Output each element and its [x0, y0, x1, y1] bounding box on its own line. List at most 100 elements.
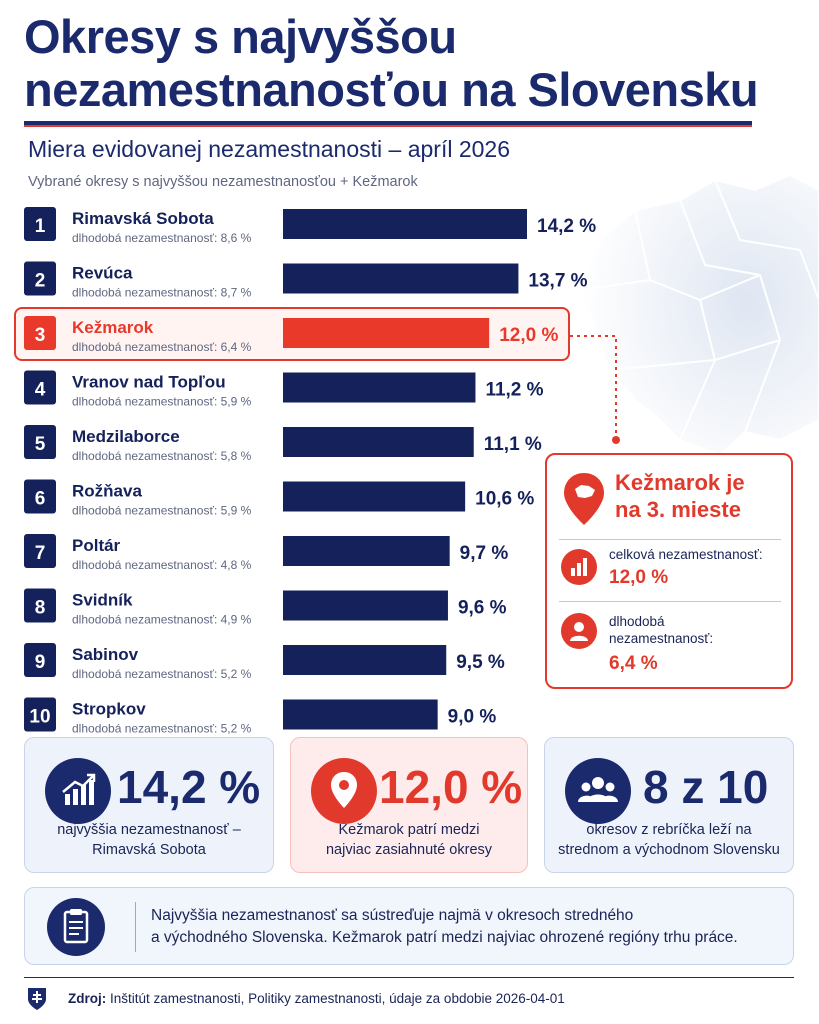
- district-name: Medzilaborce: [72, 427, 180, 446]
- district-name: Rimavská Sobota: [72, 209, 214, 228]
- value-label: 9,6 %: [458, 598, 507, 619]
- kezmarok-callout: Kežmarok je na 3. mieste celková nezames…: [545, 453, 793, 689]
- bar: [283, 318, 490, 348]
- bar: [283, 590, 448, 621]
- rank-badge: [24, 479, 56, 514]
- value-label: 10,6 %: [475, 489, 534, 510]
- rank-number: 8: [35, 598, 46, 619]
- longterm-sublabel: dlhodobá nezamestnanosť: 4,9 %: [72, 613, 252, 627]
- rank-badge: [24, 588, 56, 623]
- title-line-1: Okresy s najvyššou: [24, 10, 457, 63]
- value-label: 9,5 %: [456, 652, 505, 673]
- info-text: Najvyššia nezamestnanosť sa sústreďuje n…: [151, 907, 738, 946]
- bar: [283, 263, 519, 294]
- longterm-unemployment-value: 6,4 %: [609, 653, 658, 674]
- value-label: 9,0 %: [448, 707, 497, 728]
- rank-number: 10: [29, 707, 50, 728]
- summary-card-regions: 8 z 10 okresov z rebríčka leží na stredn…: [544, 737, 794, 873]
- district-name: Svidník: [72, 591, 133, 610]
- bar: [283, 209, 527, 239]
- bar: [283, 427, 474, 457]
- total-unemployment-value: 12,0 %: [609, 567, 669, 588]
- info-divider: [135, 902, 136, 952]
- value-label: 14,2 %: [537, 216, 596, 237]
- callout-connector: [570, 335, 620, 444]
- page-title: Okresy s najvyššou nezamestnanosťou na S…: [24, 10, 804, 116]
- district-name: Poltár: [72, 536, 121, 555]
- district-name: Stropkov: [72, 700, 146, 719]
- clipboard-icon: [47, 898, 105, 956]
- longterm-unemployment-label: dlhodobá nezamestnanosť:: [609, 614, 714, 646]
- value-label: 9,7 %: [460, 543, 509, 564]
- summary-card-highest: 14,2 % najvyššia nezamestnanosť – Rimavs…: [24, 737, 274, 873]
- rank-number: 6: [35, 489, 46, 510]
- footer-divider: [24, 977, 794, 978]
- bar: [283, 699, 438, 730]
- bar-chart-icon: [561, 549, 597, 585]
- title-line-2: nezamestnanosťou na Slovensku: [24, 63, 759, 116]
- rank-badge: [24, 207, 56, 241]
- total-unemployment-label: celková nezamestnanosť:: [609, 547, 763, 562]
- bar: [283, 481, 466, 512]
- value-label: 11,2 %: [485, 380, 543, 401]
- longterm-sublabel: dlhodobá nezamestnanosť: 5,2 %: [72, 667, 252, 681]
- longterm-sublabel: dlhodobá nezamestnanosť: 5,9 %: [72, 395, 252, 409]
- value-label: 11,1 %: [484, 434, 542, 455]
- value-label: 12,0 %: [499, 325, 558, 346]
- longterm-sublabel: dlhodobá nezamestnanosť: 4,8 %: [72, 558, 252, 572]
- person-icon: [561, 613, 597, 649]
- map-pin-icon: [564, 473, 604, 525]
- card-caption: najvyššia nezamestnanosť – Rimavská Sobo…: [57, 822, 241, 858]
- longterm-sublabel: dlhodobá nezamestnanosť: 5,8 %: [72, 449, 252, 463]
- chart-subtitle: Miera evidovanej nezamestnanosti – apríl…: [28, 136, 511, 162]
- longterm-sublabel: dlhodobá nezamestnanosť: 8,7 %: [72, 286, 252, 300]
- rank-badge: [24, 534, 56, 568]
- rank-number: 7: [35, 543, 46, 564]
- card-caption: okresov z rebríčka leží na strednom a vý…: [558, 822, 780, 858]
- rank-badge: [24, 643, 56, 677]
- card-value: 12,0 %: [379, 761, 523, 813]
- source-note: Zdroj: Inštitút zamestnanosti, Politiky …: [68, 991, 565, 1006]
- rank-number: 1: [35, 216, 46, 237]
- callout-divider: [559, 539, 781, 540]
- district-name: Kežmarok: [72, 318, 154, 337]
- people-group-icon: [565, 758, 631, 824]
- district-name: Vranov nad Topľou: [72, 373, 226, 392]
- rank-number: 4: [35, 380, 46, 401]
- callout-title: Kežmarok je na 3. mieste: [615, 470, 745, 522]
- coat-of-arms-icon: [28, 988, 46, 1010]
- rank-number: 5: [35, 434, 46, 455]
- info-box: Najvyššia nezamestnanosť sa sústreďuje n…: [24, 887, 794, 965]
- callout-divider: [559, 601, 781, 602]
- district-name: Revúca: [72, 264, 133, 283]
- rank-number: 2: [35, 271, 46, 292]
- rank-number: 9: [35, 652, 46, 673]
- summary-card-kezmarok: 12,0 % Kežmarok patrí medzi najviac zasi…: [290, 737, 528, 873]
- source-label: Zdroj:: [68, 991, 107, 1006]
- rank-badge: [24, 697, 56, 732]
- longterm-sublabel: dlhodobá nezamestnanosť: 6,4 %: [72, 340, 252, 354]
- card-caption: Kežmarok patrí medzi najviac zasiahnuté …: [325, 822, 493, 858]
- source-text: Inštitút zamestnanosti, Politiky zamestn…: [110, 991, 565, 1006]
- bar: [283, 645, 447, 675]
- card-value: 14,2 %: [117, 761, 261, 813]
- longterm-sublabel: dlhodobá nezamestnanosť: 5,2 %: [72, 722, 252, 736]
- district-name: Rožňava: [72, 482, 142, 501]
- bar: [283, 536, 450, 566]
- slovakia-map-icon: [578, 173, 819, 457]
- bar-chart: 1 Rimavská Sobota dlhodobá nezamestnanosť:…: [24, 207, 596, 736]
- rank-badge: [24, 370, 56, 405]
- longterm-sublabel: dlhodobá nezamestnanosť: 5,9 %: [72, 504, 252, 518]
- title-divider: [24, 121, 752, 127]
- rank-badge: [24, 316, 56, 350]
- chart-growth-icon: [45, 758, 111, 824]
- bar: [283, 372, 476, 403]
- card-value: 8 z 10: [643, 761, 769, 813]
- longterm-sublabel: dlhodobá nezamestnanosť: 8,6 %: [72, 231, 252, 245]
- district-name: Sabinov: [72, 645, 139, 664]
- location-pin-icon: [311, 758, 377, 824]
- rank-badge: [24, 425, 56, 459]
- value-label: 13,7 %: [528, 271, 587, 292]
- rank-number: 3: [35, 325, 46, 346]
- chart-note: Vybrané okresy s najvyššou nezamestnanos…: [28, 174, 418, 190]
